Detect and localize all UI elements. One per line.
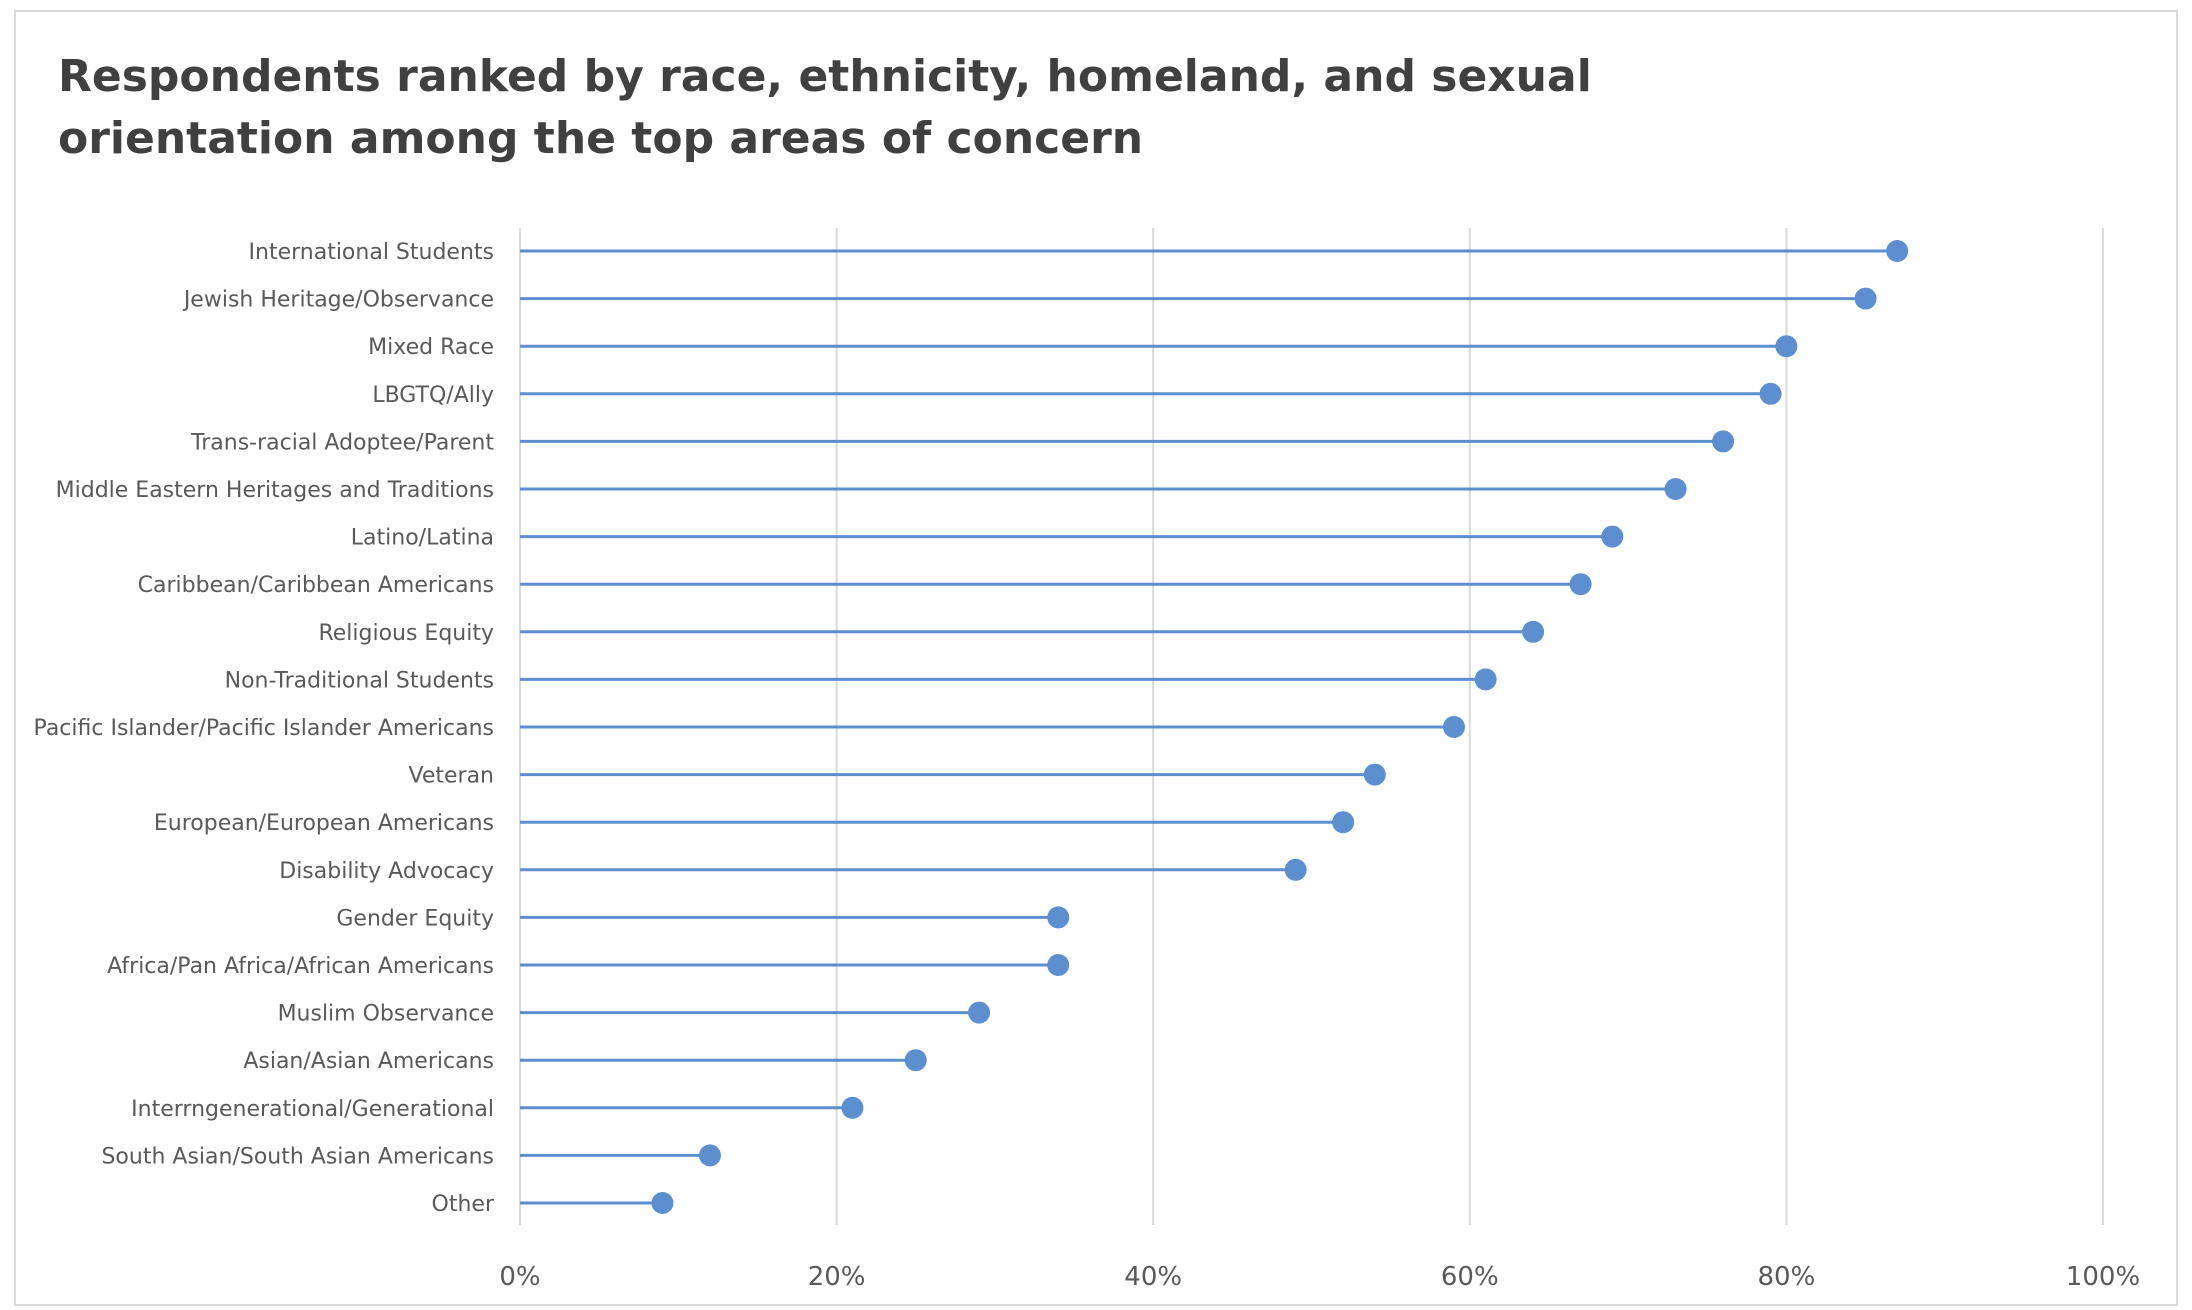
x-tick-label: 20% [808,1262,866,1292]
lollipop-dot [1664,478,1687,500]
lollipop-dot [1284,858,1307,881]
category-label: Disability Advocacy [279,859,494,884]
lollipop-dot [1047,906,1070,929]
category-label: Other [432,1192,495,1217]
lollipop-dot [1759,382,1782,405]
lollipop-dot [841,1096,864,1119]
category-label: Asian/Asian Americans [243,1049,494,1074]
lollipop-dot [698,1144,721,1167]
category-label: Non-Traditional Students [225,668,494,693]
lollipop-dot [1712,430,1735,453]
category-label: Pacific Islander/Pacific Islander Americ… [34,716,494,741]
lollipop-dot [904,1049,927,1072]
lollipop-dot [1363,763,1386,786]
lollipop-dot [1332,811,1355,834]
category-label: Jewish Heritage/Observance [182,288,494,313]
category-label: Latino/Latina [351,526,494,551]
x-tick-label: 40% [1124,1262,1182,1292]
x-tick-label: 80% [1758,1262,1816,1292]
lollipop-dot [1047,954,1070,976]
lollipop-dot [1601,525,1624,548]
lollipop-dot [651,1192,674,1214]
category-label: International Students [249,240,494,265]
category-label: Gender Equity [336,906,494,931]
category-label: Veteran [408,764,494,789]
lollipop-dot [1886,240,1909,262]
x-tick-label: 100% [2066,1262,2140,1292]
lollipop-dot [1775,335,1798,358]
lollipop-dot [1474,668,1497,691]
lollipop-dot [968,1001,991,1024]
lollipop-dot [1569,573,1592,596]
category-label: Muslim Observance [278,1002,494,1027]
category-label: Interrngenerational/Generational [131,1097,494,1122]
category-label: European/European Americans [154,811,494,836]
lollipop-dot [1442,716,1465,738]
category-label: Caribbean/Caribbean Americans [138,573,494,598]
category-label: Religious Equity [318,621,494,646]
x-tick-label: 60% [1441,1262,1499,1292]
x-tick-label: 0% [499,1262,540,1292]
category-label: South Asian/South Asian Americans [101,1144,494,1169]
chart-title: Respondents ranked by race, ethnicity, h… [58,51,1592,164]
category-label: LBGTQ/Ally [372,383,494,408]
category-label: Mixed Race [368,335,494,360]
category-label: Middle Eastern Heritages and Traditions [56,478,494,503]
lollipop-dot [1854,287,1877,310]
lollipop-dot [1522,620,1545,643]
category-label: Africa/Pan Africa/African Americans [107,954,494,979]
category-label: Trans-racial Adoptee/Parent [190,430,494,455]
chart-card [14,10,2178,1306]
